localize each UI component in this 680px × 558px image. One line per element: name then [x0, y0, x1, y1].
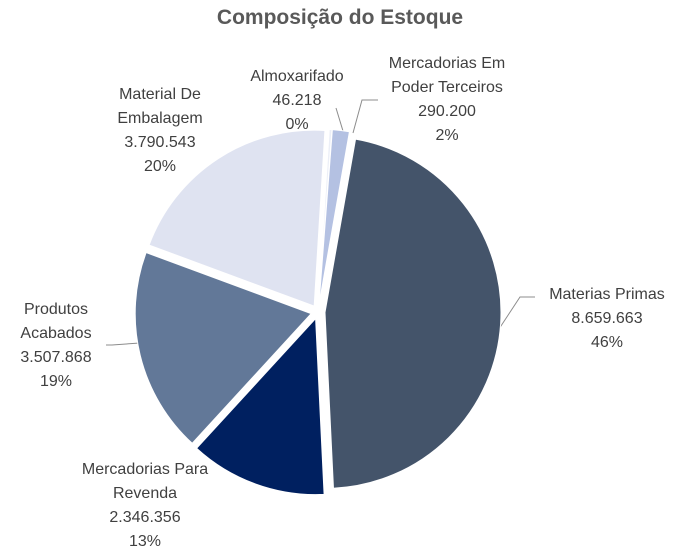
data-label: Almoxarifado 46.218 0%	[237, 65, 357, 137]
chart-title: Composição do Estoque	[216, 6, 464, 29]
label-name: Almoxarifado	[250, 68, 344, 85]
label-name: Material De Embalagem	[117, 86, 203, 127]
label-percent: 13%	[128, 533, 162, 550]
leader-line	[106, 342, 141, 346]
label-name: Produtos Acabados	[20, 301, 92, 342]
pie-slice	[134, 251, 313, 445]
leader-line	[335, 107, 344, 132]
label-name: Mercadorias Para Revenda	[81, 461, 209, 502]
data-label: Mercadorias Em Poder Terceiros 290.200 2%	[367, 52, 527, 148]
label-name: Materias Primas	[549, 286, 665, 303]
label-value: 3.790.543	[124, 134, 196, 151]
label-percent: 19%	[39, 373, 73, 390]
pie-slice	[318, 129, 351, 306]
data-label: Mercadorias Para Revenda 2.346.356 13%	[60, 458, 230, 554]
leader-line	[352, 99, 378, 134]
leader-line	[496, 296, 535, 333]
label-percent: 2%	[435, 127, 459, 144]
pie-slice	[195, 317, 325, 496]
label-name: Mercadorias Em Poder Terceiros	[388, 55, 506, 96]
data-label: Materias Primas 8.659.663 46%	[532, 283, 680, 355]
pie-slice	[148, 129, 326, 307]
label-percent: 46%	[590, 334, 624, 351]
data-label: Material De Embalagem 3.790.543 20%	[105, 83, 215, 179]
label-value: 3.507.868	[20, 349, 92, 366]
label-value: 8.659.663	[571, 310, 643, 327]
label-value: 46.218	[272, 92, 322, 109]
label-percent: 0%	[285, 116, 309, 133]
data-label: Produtos Acabados 3.507.868 19%	[6, 298, 106, 394]
label-percent: 20%	[143, 158, 177, 175]
pie-slice	[324, 138, 502, 489]
label-value: 2.346.356	[109, 509, 181, 526]
label-value: 290.200	[418, 103, 476, 120]
